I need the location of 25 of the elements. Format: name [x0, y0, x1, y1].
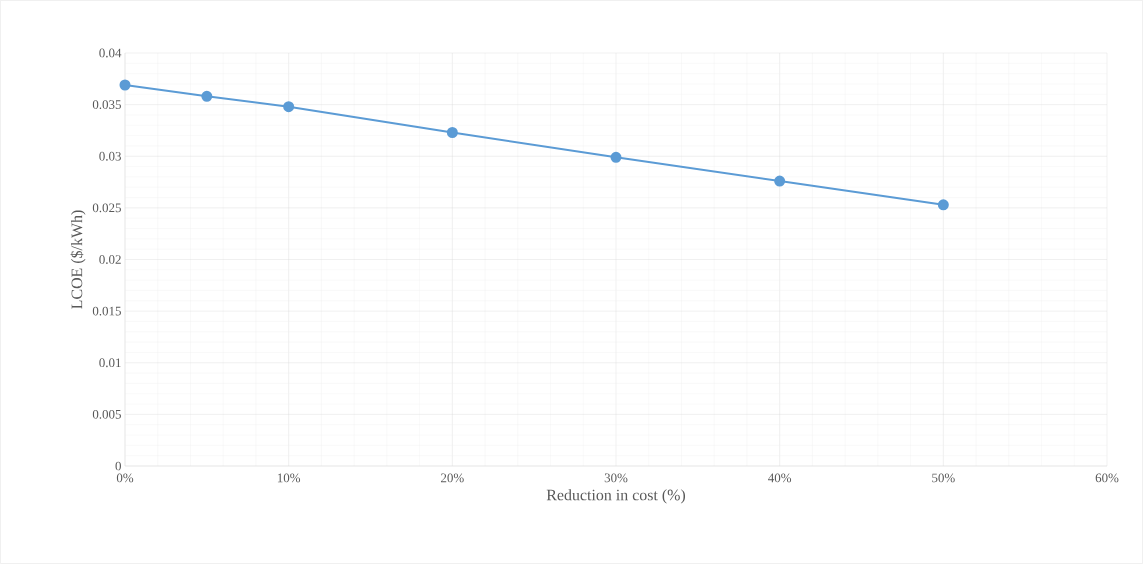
point: [201, 90, 213, 102]
point: [774, 175, 786, 187]
y-tick-label: 0.015: [92, 306, 121, 316]
point: [937, 199, 949, 211]
y-tick-label: 0.04: [99, 48, 122, 58]
y-axis-title: LCOE ($/kWh): [70, 210, 86, 309]
point: [119, 79, 131, 91]
x-tick-label: 50%: [932, 473, 955, 483]
point: [610, 151, 622, 163]
y-tick-label: 0.035: [92, 100, 121, 110]
y-tick-label: 0.005: [92, 409, 121, 419]
x-tick-label: 30%: [604, 473, 628, 483]
point: [446, 127, 458, 138]
y-tick-label: 0.02: [99, 255, 121, 264]
x-tick-label: 10%: [277, 473, 301, 483]
y-tick-label: 0.01: [99, 358, 121, 368]
x-tick-label: 40%: [768, 473, 792, 483]
y-tick-label: 0: [115, 461, 121, 471]
y-tick-label: 0.025: [92, 203, 121, 213]
x-tick-label: 0%: [116, 473, 134, 483]
point: [283, 101, 295, 113]
x-axis-title: Reduction in cost (%): [546, 489, 686, 504]
x-tick-label: 60%: [1095, 473, 1119, 483]
x-tick-label: 20%: [441, 473, 464, 483]
y-tick-label: 0.03: [99, 151, 121, 161]
